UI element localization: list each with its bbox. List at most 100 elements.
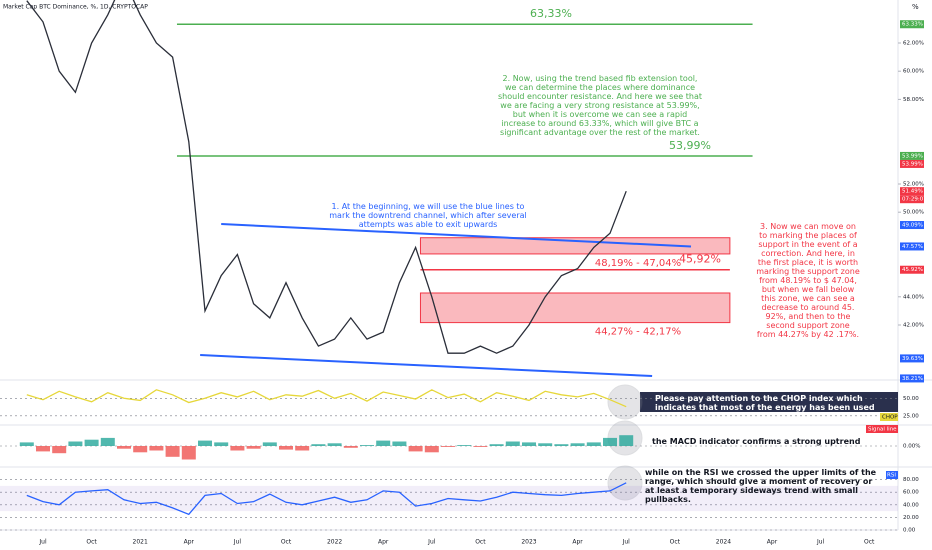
macd-bar <box>117 446 131 449</box>
x-tick-label: Jul <box>38 539 47 546</box>
price-tag-label: 53.99% <box>902 161 923 167</box>
x-tick-label: Apr <box>184 539 195 546</box>
x-tick-label: Oct <box>86 539 97 546</box>
note-line: significant advantage over the rest of t… <box>500 128 700 137</box>
x-tick-label: Jul <box>233 539 242 546</box>
note-line: we are facing a very strong resistance a… <box>500 101 700 110</box>
y-tick-label: 42.00% <box>903 323 924 329</box>
price-tag-label: 47.57% <box>902 244 923 250</box>
price-tag-label: 53.99% <box>902 153 923 159</box>
macd-bar <box>505 441 520 446</box>
note-line: decrease to around 45. <box>761 303 855 312</box>
x-tick-label: Oct <box>475 539 486 546</box>
channel-line <box>221 223 692 248</box>
macd-bar <box>441 446 455 447</box>
axis-unit: % <box>912 3 919 11</box>
y-tick-label: 25.00 <box>903 413 919 419</box>
macd-bar <box>538 443 553 446</box>
macd-bar <box>424 446 439 453</box>
note-line: at least a temporary sideways trend with… <box>645 486 859 495</box>
macd-bar <box>522 442 536 446</box>
price-tag <box>900 242 924 251</box>
note-line: the first place, it is worth <box>757 258 859 267</box>
note-line: 92%, and then to the <box>765 312 851 321</box>
x-tick-label: Oct <box>864 539 875 546</box>
macd-bar <box>230 446 245 451</box>
y-tick-label: 0.00 <box>903 528 916 534</box>
price-tag <box>900 265 924 274</box>
x-tick-label: Apr <box>378 539 389 546</box>
channel-note: 1. At the beginning, we will use the blu… <box>318 202 538 229</box>
y-tick-label: 40.00 <box>903 502 919 508</box>
price-tag-label: 38.21% <box>902 376 923 382</box>
macd-bar <box>52 446 67 454</box>
macd-bar <box>327 443 342 446</box>
note-line: 2. Now, using the trend based fib extens… <box>502 74 698 83</box>
highlight-circle <box>607 384 643 420</box>
macd-bar <box>392 441 407 446</box>
x-tick-label: 2021 <box>133 539 148 546</box>
price-axis <box>898 0 932 550</box>
note-line: the MACD indicator confirms a strong upt… <box>652 437 861 446</box>
y-tick-label: 52.00% <box>903 182 924 188</box>
x-tick-label: Jul <box>622 539 631 546</box>
macd-bar <box>181 446 196 460</box>
price-tag <box>900 221 924 230</box>
macd-bar <box>262 442 277 446</box>
note-line: pullbacks. <box>645 495 691 504</box>
macd-bar <box>133 446 148 453</box>
x-tick-label: 2022 <box>327 539 342 546</box>
y-tick-label: 50.00% <box>903 210 924 216</box>
price-tag <box>900 159 924 168</box>
price-tag <box>900 20 924 29</box>
zone-label: 48,19% - 47,04% <box>595 258 681 269</box>
macd-bar <box>554 444 569 446</box>
note-line: support in the event of a <box>758 240 858 249</box>
note-line: while on the RSI we crossed the upper li… <box>645 468 877 477</box>
price-tag-label: 39.63% <box>902 356 923 362</box>
macd-bar <box>246 446 261 449</box>
price-line <box>26 0 627 354</box>
rsi-line <box>26 482 627 516</box>
note-line: should encounter resistance. And here we… <box>497 92 702 101</box>
macd-bar <box>376 440 391 446</box>
rsi-note: while on the RSI we crossed the upper li… <box>645 468 876 504</box>
support-zone <box>419 292 731 324</box>
chop-line <box>26 389 627 408</box>
price-tag <box>900 187 924 196</box>
macd-bar <box>473 446 488 447</box>
macd-bar <box>279 446 293 450</box>
note-line: marking the support zone <box>756 267 860 276</box>
note-line: but when we fall below <box>761 285 855 294</box>
x-tick-label: 2023 <box>521 539 536 546</box>
y-tick-label: 50.00 <box>903 396 919 402</box>
note-line: 3. Now we can move on <box>760 222 856 231</box>
support-note: 3. Now we can move on to marking the plac… <box>748 222 868 339</box>
x-tick-label: Apr <box>767 539 778 546</box>
price-tag-label: 51.49% <box>902 189 923 195</box>
x-tick-label: Oct <box>281 539 292 546</box>
pane-tag-label: RSI <box>887 473 896 479</box>
price-tag <box>900 354 924 363</box>
note-line: we can determine the places where domina… <box>504 83 696 92</box>
pane-tag <box>880 413 898 421</box>
level-label: 45,92% <box>679 253 721 266</box>
countdown-box <box>900 195 924 204</box>
pane-tag <box>886 471 898 479</box>
chart-title: Market Cap BTC Dominance, %, 1D, CRYPTOC… <box>3 4 148 11</box>
macd-bar <box>457 445 472 446</box>
macd-bar <box>360 445 374 446</box>
macd-bar <box>36 446 50 452</box>
zone-label: 44,27% - 42,17% <box>595 327 681 338</box>
y-tick-label: 44.00% <box>903 294 924 300</box>
note-line: to marking the places of <box>759 231 857 240</box>
countdown: 07:29:07 <box>902 197 927 203</box>
macd-bar <box>343 446 358 448</box>
macd-bar <box>489 444 504 446</box>
macd-bar <box>165 446 180 457</box>
price-tag-label: 45.92% <box>902 267 923 273</box>
fib-note: 2. Now, using the trend based fib extens… <box>470 74 730 137</box>
macd-bar <box>311 444 326 446</box>
note-line: range, which should give a moment of rec… <box>645 477 873 486</box>
